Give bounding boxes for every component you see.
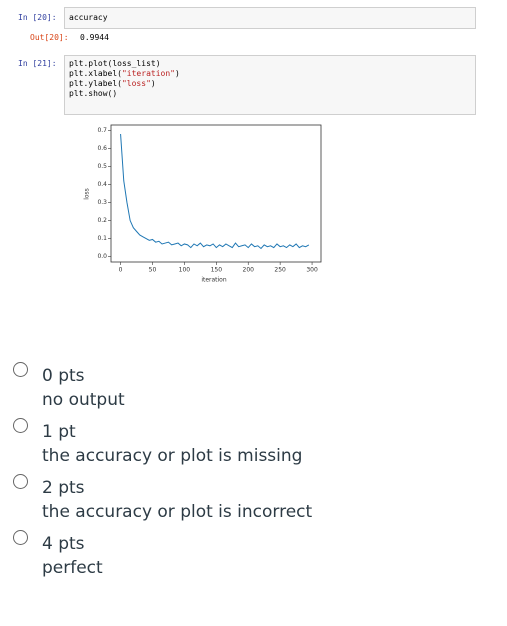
output: 0.9944 <box>80 33 109 42</box>
code-line: plt.xlabel("iteration") <box>69 69 180 79</box>
x-axis-label: iteration <box>201 277 227 284</box>
chart: iteration loss 0.0 0.1 0.2 0.3 0.4 0.5 0.6 0.7 0… <box>84 124 322 284</box>
code: accuracy <box>69 13 108 22</box>
y-tick-label: 0.2 <box>97 217 107 224</box>
option-description: no output <box>42 390 125 410</box>
prompt: In [20]: <box>18 13 57 22</box>
y-axis-label: loss <box>84 188 91 200</box>
code: plt.xlabel( <box>69 69 122 78</box>
y-tick-label: 0.1 <box>97 235 107 242</box>
x-tick-label: 150 <box>211 267 223 274</box>
input-box <box>64 55 476 115</box>
prompt: In [21]: <box>18 59 57 68</box>
radio-button[interactable] <box>13 418 28 433</box>
code: plt.ylabel( <box>69 79 122 88</box>
radio-button[interactable] <box>13 362 28 377</box>
plot-area <box>110 124 322 263</box>
option-points: 1 pt <box>42 422 76 442</box>
x-tick-label: 200 <box>243 267 255 274</box>
out-prompt: Out[20]: <box>30 33 69 42</box>
x-tick-label: 50 <box>149 267 157 274</box>
code-line: plt.ylabel("loss") <box>69 79 180 89</box>
y-tick-label: 0.4 <box>97 181 107 188</box>
y-tick-label: 0.0 <box>97 253 107 260</box>
option-description: perfect <box>42 558 103 578</box>
y-tick-label: 0.6 <box>97 145 107 152</box>
code: plt.show() <box>69 89 118 98</box>
input-box <box>64 7 476 29</box>
code-line: plt.show() <box>69 89 180 99</box>
code-block: plt.plot(loss_list) plt.xlabel("iteration… <box>69 59 180 99</box>
option-points: 2 pts <box>42 478 85 498</box>
x-tick-label: 300 <box>306 267 318 274</box>
code: ) <box>174 69 180 78</box>
option-points: 0 pts <box>42 366 85 386</box>
option-description: the accuracy or plot is incorrect <box>42 502 313 522</box>
code-line: plt.plot(loss_list) <box>69 59 180 69</box>
option-points: 4 pts <box>42 534 85 554</box>
radio-button[interactable] <box>13 530 28 545</box>
code: ) <box>150 79 156 88</box>
x-tick-label: 100 <box>179 267 191 274</box>
code-line: accuracy <box>69 13 108 22</box>
y-tick-label: 0.3 <box>97 199 107 206</box>
option-description: the accuracy or plot is missing <box>42 446 303 466</box>
y-tick-label: 0.5 <box>97 163 107 170</box>
radio-button[interactable] <box>13 474 28 489</box>
x-tick-label: 0 <box>119 267 123 274</box>
code: "iteration" <box>121 69 175 78</box>
x-tick-label: 250 <box>274 267 286 274</box>
code: plt.plot(loss_list) <box>69 59 161 68</box>
code: "loss" <box>121 79 151 88</box>
y-tick-label: 0.7 <box>97 127 107 134</box>
loss-line <box>120 133 310 250</box>
